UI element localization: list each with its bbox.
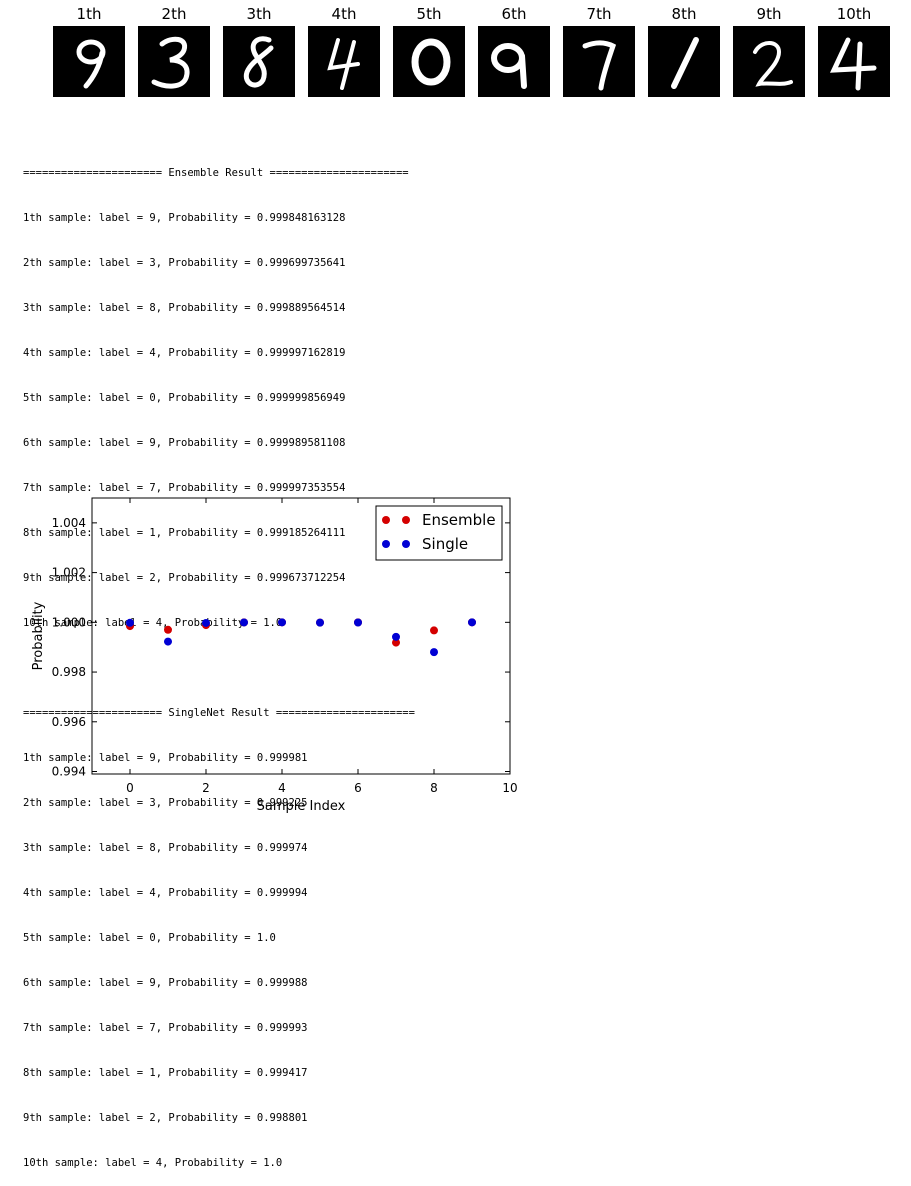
data-point-single — [278, 618, 286, 627]
digit-image — [478, 26, 550, 97]
ensemble-result-line: 6th sample: label = 9, Probability = 0.9… — [23, 437, 346, 449]
ensemble-result-line: 7th sample: label = 7, Probability = 0.9… — [23, 482, 346, 494]
x-tick-label: 10 — [502, 781, 517, 795]
data-point-ensemble — [164, 625, 172, 634]
x-tick-label: 6 — [354, 781, 362, 795]
digit-image — [818, 26, 890, 97]
digit-thumbnail-row: 1th 2th 3th 4th 5th 6th 7th — [0, 0, 911, 100]
digit-image — [648, 26, 720, 97]
ensemble-result-line: 8th sample: label = 1, Probability = 0.9… — [23, 527, 346, 539]
data-point-ensemble — [430, 626, 438, 635]
legend-label: Ensemble — [422, 511, 496, 529]
legend-marker — [382, 516, 390, 524]
digit-image — [733, 26, 805, 97]
single-result-line: 3th sample: label = 8, Probability = 0.9… — [23, 842, 308, 854]
thumbnail-title: 9th — [756, 5, 782, 23]
data-point-single — [164, 637, 172, 646]
probability-scatter-chart: 0 2 4 6 8 10 0.994 0.996 0.998 1.000 1.002 1.004 Sa… — [31, 497, 518, 814]
y-tick-label: 1.004 — [52, 516, 86, 530]
y-tick-label: 1.002 — [52, 566, 86, 580]
thumbnail-title: 7th — [586, 5, 612, 23]
single-result-line: 2th sample: label = 3, Probability = 0.9… — [23, 797, 308, 809]
x-tick-label: 4 — [278, 781, 286, 795]
legend-marker — [382, 540, 390, 548]
x-tick-label: 8 — [430, 781, 438, 795]
digit-image — [138, 26, 210, 97]
data-point-single — [392, 632, 400, 641]
plot-frame — [91, 497, 511, 775]
data-point-single — [240, 618, 248, 627]
digit-image — [308, 26, 380, 97]
thumbnail-title: 2th — [161, 5, 187, 23]
data-point-single — [468, 618, 476, 627]
x-axis-label: Sample Index — [257, 799, 346, 814]
legend-marker — [402, 540, 410, 548]
legend-label: Single — [422, 535, 468, 553]
legend-box — [375, 505, 503, 561]
single-result-line: 10th sample: label = 4, Probability = 1.… — [23, 1157, 283, 1169]
digit-image — [223, 26, 295, 97]
ensemble-result-line: 3th sample: label = 8, Probability = 0.9… — [23, 302, 346, 314]
single-result-line: 9th sample: label = 2, Probability = 0.9… — [23, 1112, 308, 1124]
data-point-single — [316, 618, 324, 627]
single-result-line: 4th sample: label = 4, Probability = 0.9… — [23, 887, 308, 899]
legend: Ensemble Single — [375, 505, 503, 561]
data-point-single — [354, 618, 362, 627]
y-tick-label: 1.000 — [52, 615, 86, 629]
y-tick-label: 0.996 — [52, 715, 86, 729]
data-point-single — [202, 618, 210, 627]
single-result-line: 8th sample: label = 1, Probability = 0.9… — [23, 1067, 308, 1079]
thumbnail-title: 4th — [331, 5, 357, 23]
y-tick-label: 0.998 — [52, 665, 86, 679]
legend-marker — [402, 516, 410, 524]
thumbnail-title: 10th — [836, 5, 872, 23]
data-point-ensemble — [392, 638, 400, 647]
thumbnail-title: 5th — [416, 5, 442, 23]
single-result-line: 6th sample: label = 9, Probability = 0.9… — [23, 977, 308, 989]
digit-image — [393, 26, 465, 97]
thumbnail-title: 1th — [76, 5, 102, 23]
ensemble-result-header: ====================== Ensemble Result =… — [23, 167, 409, 179]
single-result-line: 7th sample: label = 7, Probability = 0.9… — [23, 1022, 308, 1034]
ensemble-result-line: 9th sample: label = 2, Probability = 0.9… — [23, 572, 346, 584]
thumbnail-title: 3th — [246, 5, 272, 23]
ensemble-result-line: 5th sample: label = 0, Probability = 0.9… — [23, 392, 346, 404]
data-point-single — [430, 648, 438, 657]
single-result-header: ====================== SingleNet Result … — [23, 707, 415, 719]
x-tick-label: 2 — [202, 781, 210, 795]
x-tick-label: 0 — [126, 781, 134, 795]
ensemble-result-line: 1th sample: label = 9, Probability = 0.9… — [23, 212, 346, 224]
ensemble-result-line: 2th sample: label = 3, Probability = 0.9… — [23, 257, 346, 269]
digit-image — [53, 26, 125, 97]
y-tick-label: 0.994 — [52, 765, 86, 779]
y-axis-label: Probability — [31, 601, 46, 670]
thumbnail-title: 6th — [501, 5, 527, 23]
single-result-line: 5th sample: label = 0, Probability = 1.0 — [23, 932, 276, 944]
digit-image — [563, 26, 635, 97]
ensemble-result-line: 4th sample: label = 4, Probability = 0.9… — [23, 347, 346, 359]
single-result-line: 1th sample: label = 9, Probability = 0.9… — [23, 752, 308, 764]
thumbnail-title: 8th — [671, 5, 697, 23]
data-point-single — [126, 618, 134, 627]
